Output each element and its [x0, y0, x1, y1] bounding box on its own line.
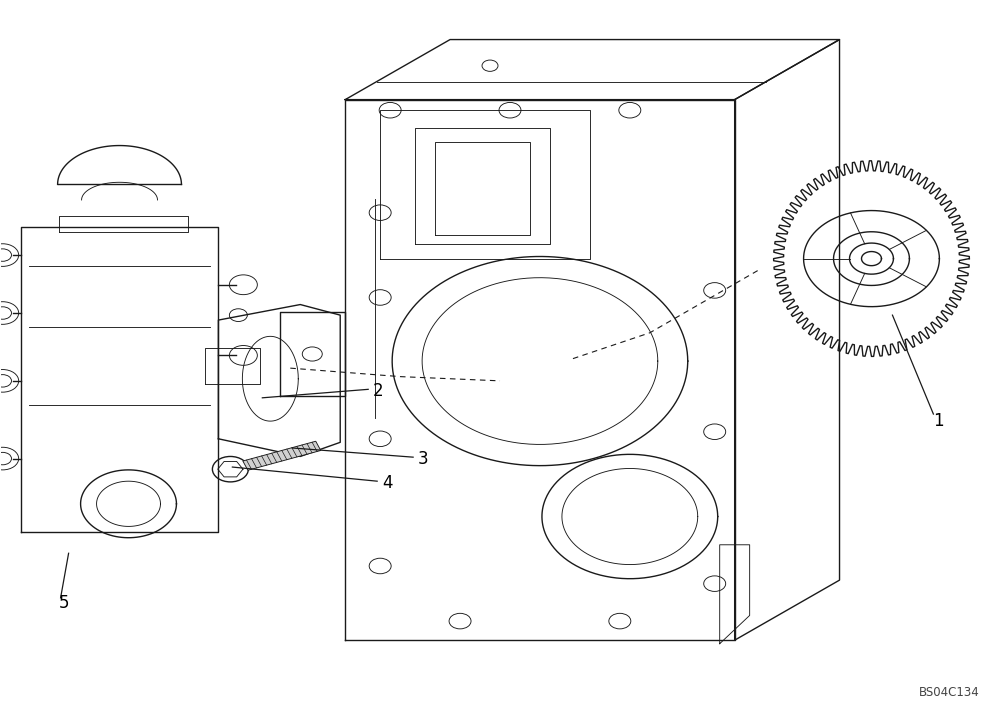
Text: 4: 4 [382, 474, 393, 491]
Text: 5: 5 [59, 594, 69, 612]
Text: BS04C134: BS04C134 [919, 686, 979, 699]
Polygon shape [243, 441, 321, 470]
Text: 1: 1 [933, 412, 944, 430]
Text: 3: 3 [418, 450, 429, 467]
Text: 2: 2 [373, 382, 384, 400]
